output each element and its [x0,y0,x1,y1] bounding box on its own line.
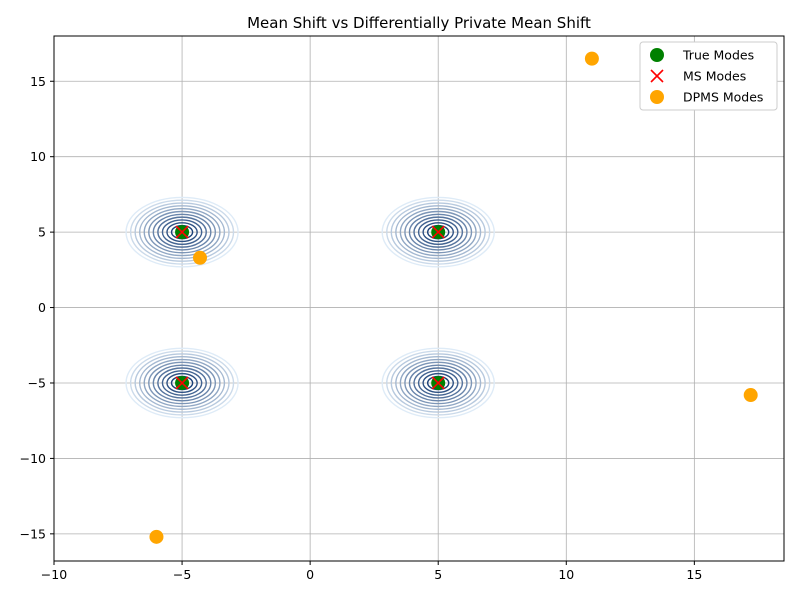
contour-line [161,219,203,245]
contour-line [139,356,226,410]
legend-label-dpms-modes: DPMS Modes [683,90,763,105]
ms-modes-point [431,376,445,390]
y-axis: −15 −10 −5 0 5 10 15 [20,74,54,541]
contour-line [422,222,455,243]
ms-modes-point [175,225,189,239]
dpms-modes-point [149,529,164,544]
contour-line [157,216,207,248]
ms-modes-point [175,376,189,390]
y-tick-label: 5 [38,225,46,240]
grid [53,36,784,561]
x-tick-label: 5 [434,567,442,582]
y-tick-label: 15 [30,74,46,89]
contour-line [143,358,221,408]
x-mark-stroke [175,376,189,390]
contour-line [390,353,486,413]
contour-line [395,356,482,410]
contour-line [129,199,235,265]
x-tick-label: −10 [41,567,67,582]
x-axis: −10 −5 0 5 10 15 [41,561,702,582]
contour-line [139,205,226,260]
x-tick-label: 0 [306,567,314,582]
y-tick-label: 10 [30,149,46,164]
contour-line [390,202,486,262]
contour-line [134,353,230,413]
y-tick-label: −5 [28,375,46,390]
ms-modes-point [431,225,445,239]
contour-line [125,347,239,419]
x-tick-label: 10 [558,567,574,582]
contour-line [129,350,235,416]
chart-title: Mean Shift vs Differentially Private Mea… [247,14,591,32]
contour-line [413,367,464,399]
x-tick-label: −5 [173,567,191,582]
contour-line [399,207,477,257]
plot-frame [53,35,785,562]
contour-line [417,370,459,396]
contour-line [157,367,207,399]
contour-line [404,361,473,405]
dpms-modes-point [193,250,207,265]
y-tick-label: 0 [38,300,46,315]
legend-frame [639,41,778,111]
legend-marker-ms-modes [650,69,664,83]
contour-line [395,205,482,260]
legend-label-true-modes: True Modes [682,48,754,63]
contour-line [417,219,459,245]
contour-line [125,196,239,268]
legend-label-ms-modes: MS Modes [683,69,746,84]
contour-line [422,372,455,394]
contour-line [408,213,468,251]
dpms-modes-point [743,388,758,403]
contour-line [408,364,468,402]
contour-line [399,358,477,408]
x-tick-label: 15 [686,567,702,582]
legend: True Modes MS Modes DPMS Modes [639,41,778,111]
dpms-modes-point [584,51,599,66]
contour-line [161,370,203,396]
contour-line [166,372,198,394]
x-mark-stroke [431,376,445,390]
contour-line [413,216,464,248]
legend-marker-dpms-modes [650,90,664,104]
x-mark-stroke [431,225,445,239]
contour-line [381,196,495,268]
contour-line [148,361,217,405]
x-mark-stroke [175,225,189,239]
data-points [149,51,758,544]
contour-line [386,199,491,265]
contour-line [143,207,221,257]
density-contours [125,196,495,419]
contour-line [134,202,230,262]
y-tick-label: −10 [20,451,46,466]
contour-line [152,364,212,402]
contour-line [404,210,473,254]
y-tick-label: −15 [20,526,46,541]
contour-line [148,210,217,254]
contour-line [381,347,495,419]
contour-line [386,350,491,416]
legend-marker-true-modes [650,48,664,62]
contour-line [152,213,212,251]
contour-line [166,222,198,243]
